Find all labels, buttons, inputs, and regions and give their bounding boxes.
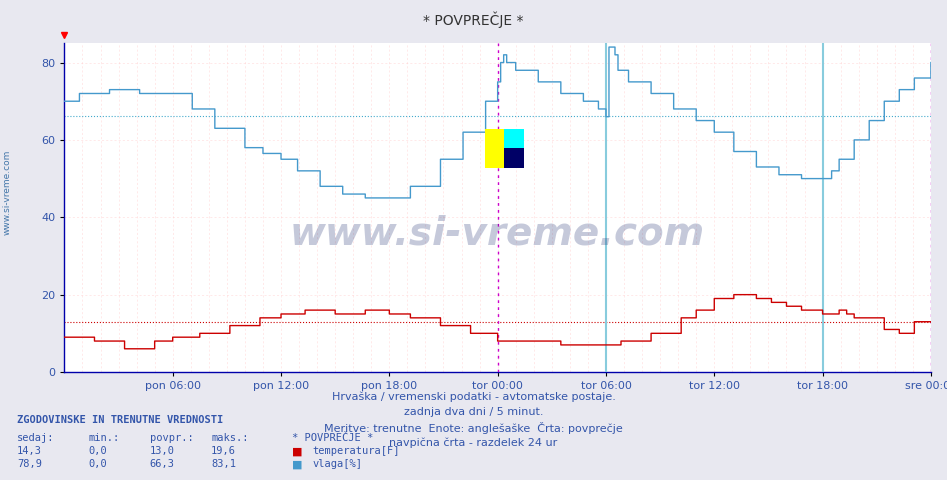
Text: navpična črta - razdelek 24 ur: navpična črta - razdelek 24 ur [389,437,558,448]
Text: www.si-vreme.com: www.si-vreme.com [3,149,12,235]
Text: maks.:: maks.: [211,433,249,444]
Text: vlaga[%]: vlaga[%] [313,459,363,469]
Text: 78,9: 78,9 [17,459,42,469]
Text: * POVPREČJE *: * POVPREČJE * [423,12,524,28]
Text: ZGODOVINSKE IN TRENUTNE VREDNOSTI: ZGODOVINSKE IN TRENUTNE VREDNOSTI [17,415,223,425]
Text: www.si-vreme.com: www.si-vreme.com [290,215,706,253]
Text: min.:: min.: [88,433,119,444]
Bar [504,129,524,148]
Text: Meritve: trenutne  Enote: anglešaške  Črta: povprečje: Meritve: trenutne Enote: anglešaške Črta… [324,422,623,434]
Text: zadnja dva dni / 5 minut.: zadnja dva dni / 5 minut. [403,407,544,417]
Text: Hrvaška / vremenski podatki - avtomatske postaje.: Hrvaška / vremenski podatki - avtomatske… [331,391,616,402]
Text: ■: ■ [292,446,302,456]
Text: povpr.:: povpr.: [150,433,193,444]
Text: * POVPREČJE *: * POVPREČJE * [292,433,373,444]
Text: temperatura[F]: temperatura[F] [313,446,400,456]
Text: 14,3: 14,3 [17,446,42,456]
Text: 0,0: 0,0 [88,459,107,469]
Bar [504,148,524,168]
Text: ■: ■ [292,459,302,469]
Text: 83,1: 83,1 [211,459,236,469]
Text: 19,6: 19,6 [211,446,236,456]
Bar [485,129,504,168]
Text: 13,0: 13,0 [150,446,174,456]
Text: 66,3: 66,3 [150,459,174,469]
Text: 0,0: 0,0 [88,446,107,456]
Text: sedaj:: sedaj: [17,433,55,444]
